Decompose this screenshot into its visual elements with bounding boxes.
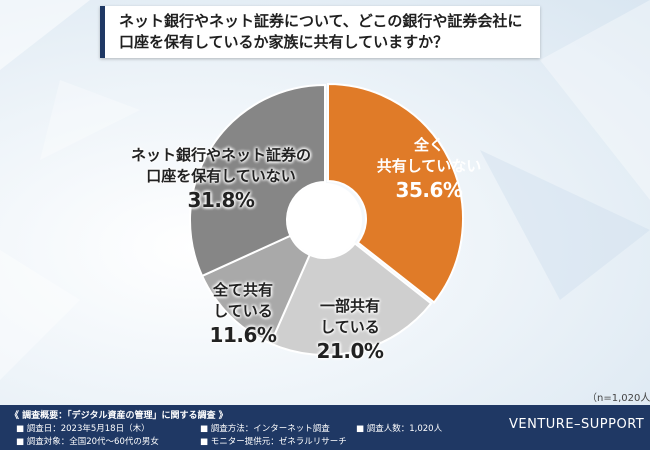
survey-target: ■ 調査対象：全国20代〜60代の男女 bbox=[16, 437, 159, 447]
sample-size-note: （n=1,020人） bbox=[587, 393, 650, 404]
survey-overview: 《 調査概要：「デジタル資産の管理」に関する調査 》 bbox=[10, 411, 228, 421]
slice-label-partly-shared-line-2: している bbox=[320, 318, 380, 336]
slice-none-shared bbox=[327, 82, 464, 304]
slice-label-none-shared-line-1: 全く bbox=[413, 136, 444, 154]
title-line-2: 口座を保有しているか家族に共有していますか？ bbox=[119, 33, 449, 51]
survey-footer: 《 調査概要：「デジタル資産の管理」に関する調査 》 ■ 調査日：2023年5月… bbox=[0, 405, 650, 450]
brand-logo: VENTURE–SUPPORT bbox=[509, 417, 645, 432]
slice-label-no-account: ネット銀行やネット証券の 口座を保有していない 31.8% bbox=[116, 145, 326, 213]
slice-label-all-shared-line-2: している bbox=[213, 302, 273, 320]
slice-partly-shared bbox=[269, 242, 433, 356]
slice-label-partly-shared: 一部共有 している 21.0% bbox=[290, 296, 410, 364]
monitor-provider: ■ モニター提供元：ゼネラルリサーチ bbox=[200, 437, 347, 447]
slice-value-no-account: 31.8% bbox=[187, 188, 255, 212]
slice-all-shared bbox=[200, 234, 312, 345]
donut-hole bbox=[288, 183, 362, 257]
slice-label-all-shared-line-1: 全て共有 bbox=[212, 281, 273, 299]
survey-count: ■ 調査人数：1,020人 bbox=[356, 424, 443, 434]
slice-value-partly-shared: 21.0% bbox=[316, 339, 384, 363]
slice-label-no-account-line-1: ネット銀行やネット証券の bbox=[130, 146, 311, 164]
slice-label-no-account-line-2: 口座を保有していない bbox=[146, 167, 296, 185]
slice-label-none-shared: 全く 共有していない 35.6% bbox=[354, 135, 504, 203]
slice-value-all-shared: 11.6% bbox=[209, 323, 277, 347]
survey-date: ■ 調査日：2023年5月18日（木） bbox=[16, 424, 150, 434]
title-line-1: ネット銀行やネット証券について、どこの銀行や証券会社に bbox=[119, 12, 523, 30]
slice-label-partly-shared-line-1: 一部共有 bbox=[319, 297, 380, 315]
chart-title: ネット銀行やネット証券について、どこの銀行や証券会社に 口座を保有しているか家族… bbox=[100, 6, 540, 58]
slice-value-none-shared: 35.6% bbox=[395, 178, 463, 202]
slice-label-none-shared-line-2: 共有していない bbox=[376, 157, 482, 175]
slice-label-all-shared: 全て共有 している 11.6% bbox=[188, 280, 298, 348]
survey-method: ■ 調査方法：インターネット調査 bbox=[200, 424, 330, 434]
slice-no-account bbox=[189, 83, 326, 278]
